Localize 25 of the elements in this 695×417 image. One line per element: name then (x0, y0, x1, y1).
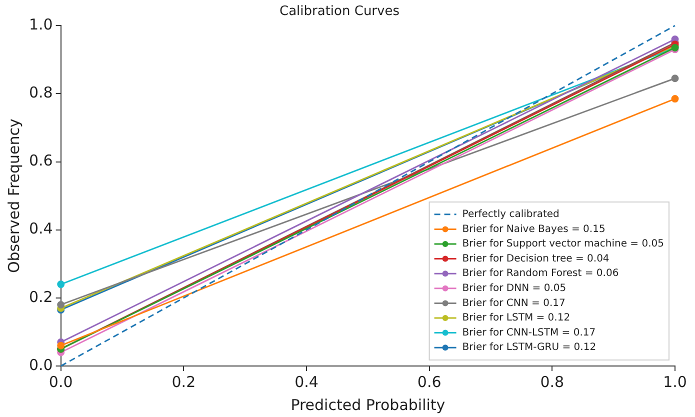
x-tick-label: 0.0 (48, 372, 73, 391)
legend-label: Brier for LSTM = 0.12 (462, 312, 570, 324)
x-tick-label: 0.4 (294, 372, 318, 391)
legend-label: Brier for Decision tree = 0.04 (462, 253, 610, 264)
legend-label: Brier for CNN-LSTM = 0.17 (462, 327, 596, 338)
legend-label: Brier for Random Forest = 0.06 (462, 268, 619, 280)
legend-label: Brier for LSTM-GRU = 0.12 (462, 342, 596, 354)
x-tick-label: 0.8 (540, 372, 564, 391)
legend-label: Brier for DNN = 0.05 (462, 282, 566, 294)
legend-label: Brier for Naive Bayes = 0.15 (462, 224, 606, 235)
x-tick-label: 1.0 (663, 372, 687, 391)
legend-label: Brier for CNN = 0.17 (462, 298, 566, 309)
y-tick-label: 0.2 (28, 288, 53, 306)
y-tick-label: 0.4 (28, 220, 53, 238)
y-axis-title: Observed Frequency (4, 118, 23, 274)
x-tick-label: 0.6 (417, 372, 442, 391)
legend-label: Brier for Support vector machine = 0.05 (462, 238, 664, 250)
x-axis-title: Predicted Probability (290, 396, 446, 414)
legend-label: Perfectly calibrated (462, 208, 560, 220)
chart-title: Calibration Curves (280, 4, 400, 20)
x-tick-label: 0.2 (172, 372, 196, 391)
y-tick-label: 0.8 (28, 84, 53, 102)
y-tick-label: 1.0 (28, 15, 53, 34)
y-tick-label: 0.6 (28, 152, 53, 170)
y-tick-label: 0.0 (28, 356, 53, 374)
